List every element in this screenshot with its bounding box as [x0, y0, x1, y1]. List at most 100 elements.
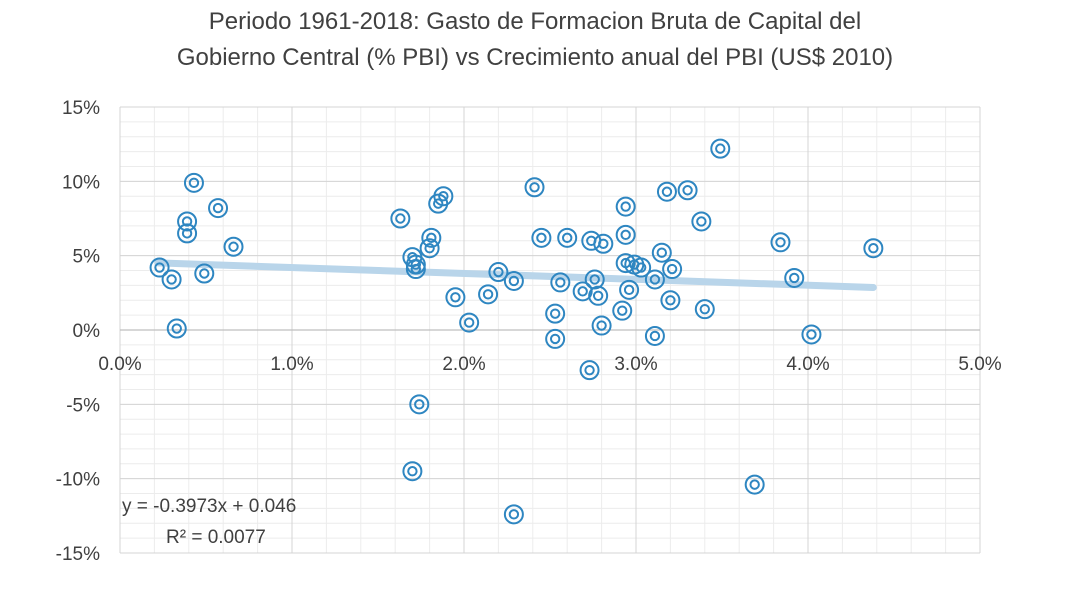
chart-title: Periodo 1961-2018: Gasto de Formacion Br…: [0, 4, 1070, 76]
chart-title-line-2: Gobierno Central (% PBI) vs Crecimiento …: [176, 44, 894, 71]
data-point: [784, 267, 805, 288]
data-point-inner-ring: [649, 274, 661, 285]
data-point: [161, 269, 182, 290]
data-point-outer-ring: [770, 232, 791, 253]
data-point-outer-ring: [503, 270, 524, 291]
data-point-inner-ring: [617, 305, 628, 316]
data-point-inner-ring: [699, 303, 710, 315]
data-point-inner-ring: [623, 284, 635, 296]
data-point-outer-ring: [694, 299, 715, 320]
data-point-inner-ring: [661, 186, 673, 197]
data-point-inner-ring: [555, 277, 566, 288]
data-point-inner-ring: [682, 185, 693, 196]
data-point-inner-ring: [749, 479, 760, 490]
data-point-inner-ring: [549, 333, 561, 345]
y-tick-labels: 15% 10% 5% 0% -5% -10% -15%: [56, 98, 100, 565]
data-point-inner-ring: [596, 320, 607, 331]
trend-equation: y = -0.3973x + 0.046: [122, 496, 296, 517]
data-point-inner-ring: [438, 191, 449, 202]
data-point-outer-ring: [524, 177, 545, 198]
data-point-outer-ring: [177, 211, 198, 232]
data-point-outer-ring: [459, 312, 480, 333]
data-point-inner-ring: [868, 243, 879, 254]
data-point-outer-ring: [744, 474, 765, 495]
data-point: [445, 287, 466, 308]
data-point-outer-ring: [419, 238, 440, 259]
data-point-outer-ring: [531, 227, 552, 248]
data-point-outer-ring: [545, 303, 566, 324]
data-point-inner-ring: [395, 213, 406, 224]
y-tick-label: 0%: [73, 321, 101, 342]
data-point: [419, 238, 440, 259]
data-point-outer-ring: [615, 253, 636, 274]
x-tick-label: 2.0%: [442, 354, 485, 375]
data-point: [677, 180, 698, 201]
data-point-outer-ring: [677, 180, 698, 201]
data-point-inner-ring: [584, 364, 595, 376]
x-tick-label: 3.0%: [614, 354, 657, 375]
data-point: [863, 238, 884, 259]
data-point: [177, 211, 198, 232]
data-point-outer-ring: [208, 198, 229, 219]
data-point-inner-ring: [171, 323, 182, 334]
data-point: [615, 224, 636, 245]
data-point-inner-ring: [666, 263, 678, 275]
data-point-inner-ring: [410, 263, 422, 275]
data-point-inner-ring: [549, 308, 561, 319]
data-point: [433, 186, 454, 207]
data-point-outer-ring: [615, 196, 636, 217]
x-tick-labels: 0.0% 1.0% 2.0% 3.0% 4.0% 5.0%: [98, 354, 1001, 375]
data-point-outer-ring: [161, 269, 182, 290]
data-point-outer-ring: [691, 211, 712, 232]
data-point-outer-ring: [651, 242, 672, 263]
data-point-inner-ring: [775, 237, 786, 248]
data-point-inner-ring: [508, 275, 520, 287]
data-point-inner-ring: [228, 241, 239, 252]
x-tick-label: 0.0%: [98, 354, 141, 375]
data-point: [208, 198, 229, 219]
x-tick-label: 1.0%: [270, 354, 313, 375]
data-point-outer-ring: [503, 504, 524, 525]
data-point-inner-ring: [592, 290, 604, 302]
data-point-inner-ring: [154, 262, 165, 273]
data-point-outer-ring: [591, 315, 612, 336]
y-tick-label: 10%: [62, 172, 100, 193]
data-point-outer-ring: [784, 267, 805, 288]
data-point: [531, 227, 552, 248]
data-point: [545, 328, 566, 349]
data-point: [710, 138, 731, 159]
data-point-outer-ring: [409, 394, 430, 415]
x-tick-label: 5.0%: [958, 354, 1001, 375]
data-point: [744, 474, 765, 495]
data-point-outer-ring: [183, 172, 204, 193]
data-point-inner-ring: [426, 232, 437, 244]
data-points: [149, 138, 884, 525]
data-point-outer-ring: [149, 257, 170, 278]
r-squared-label: R² = 0.0077: [166, 527, 266, 548]
data-point: [579, 360, 600, 381]
data-point-outer-ring: [631, 257, 652, 278]
data-point: [572, 281, 593, 302]
chart-title-line-1: Periodo 1961-2018: Gasto de Formacion Br…: [208, 8, 862, 35]
y-tick-label: 15%: [62, 98, 100, 119]
data-point: [631, 257, 652, 278]
data-point-outer-ring: [177, 223, 198, 244]
data-point-inner-ring: [635, 262, 647, 273]
data-point-inner-ring: [181, 216, 193, 227]
data-point: [593, 233, 614, 254]
data-point-inner-ring: [789, 272, 800, 284]
data-point-outer-ring: [615, 224, 636, 245]
data-point: [183, 172, 204, 193]
data-point: [656, 181, 677, 202]
data-point: [177, 223, 198, 244]
data-point: [660, 290, 681, 311]
data-point-inner-ring: [598, 238, 609, 249]
data-point-inner-ring: [620, 229, 631, 241]
data-point-inner-ring: [665, 295, 676, 306]
data-point-outer-ring: [445, 287, 466, 308]
data-point-inner-ring: [212, 202, 224, 214]
data-point-outer-ring: [662, 259, 683, 280]
data-point: [694, 299, 715, 320]
trendline: [154, 259, 877, 291]
